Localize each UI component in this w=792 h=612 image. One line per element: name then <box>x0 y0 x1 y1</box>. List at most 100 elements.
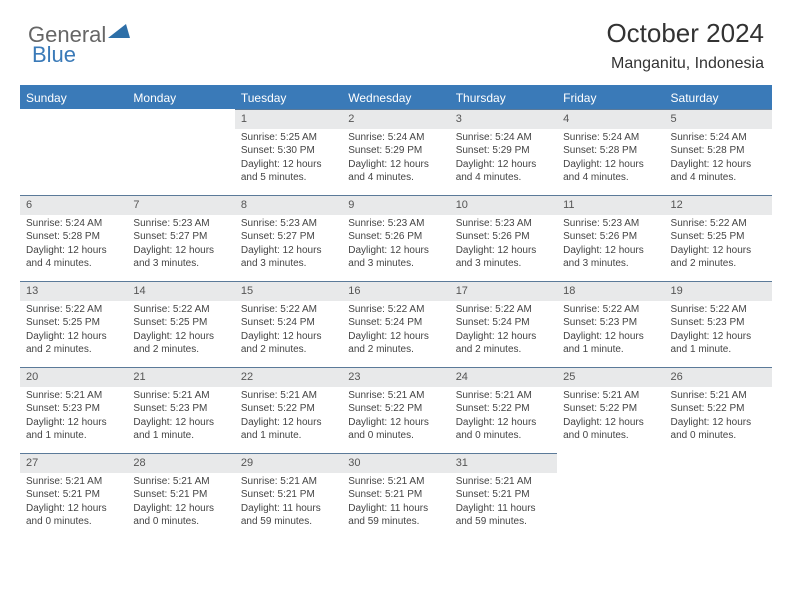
sunset-text: Sunset: 5:22 PM <box>563 402 658 416</box>
day-details: Sunrise: 5:23 AMSunset: 5:26 PMDaylight:… <box>557 215 664 275</box>
calendar-day-cell: 7Sunrise: 5:23 AMSunset: 5:27 PMDaylight… <box>127 195 234 281</box>
sunset-text: Sunset: 5:25 PM <box>26 316 121 330</box>
day-number: 8 <box>235 195 342 215</box>
sunset-text: Sunset: 5:21 PM <box>241 488 336 502</box>
sunset-text: Sunset: 5:23 PM <box>133 402 228 416</box>
sunset-text: Sunset: 5:21 PM <box>456 488 551 502</box>
sunset-text: Sunset: 5:22 PM <box>241 402 336 416</box>
sunset-text: Sunset: 5:24 PM <box>456 316 551 330</box>
daylight-text: Daylight: 12 hours and 2 minutes. <box>348 330 443 357</box>
sunrise-text: Sunrise: 5:22 AM <box>456 303 551 317</box>
calendar-day-cell: 27Sunrise: 5:21 AMSunset: 5:21 PMDayligh… <box>20 453 127 539</box>
sunset-text: Sunset: 5:28 PM <box>26 230 121 244</box>
day-details: Sunrise: 5:21 AMSunset: 5:23 PMDaylight:… <box>20 387 127 447</box>
day-details: Sunrise: 5:21 AMSunset: 5:21 PMDaylight:… <box>235 473 342 533</box>
day-number: 31 <box>450 453 557 473</box>
daylight-text: Daylight: 11 hours and 59 minutes. <box>241 502 336 529</box>
sunrise-text: Sunrise: 5:22 AM <box>671 303 766 317</box>
day-details: Sunrise: 5:25 AMSunset: 5:30 PMDaylight:… <box>235 129 342 189</box>
sunset-text: Sunset: 5:27 PM <box>133 230 228 244</box>
day-number: 10 <box>450 195 557 215</box>
calendar-day-cell: 23Sunrise: 5:21 AMSunset: 5:22 PMDayligh… <box>342 367 449 453</box>
calendar-day-cell: 11Sunrise: 5:23 AMSunset: 5:26 PMDayligh… <box>557 195 664 281</box>
day-number: 18 <box>557 281 664 301</box>
day-details: Sunrise: 5:24 AMSunset: 5:29 PMDaylight:… <box>342 129 449 189</box>
sunrise-text: Sunrise: 5:24 AM <box>671 131 766 145</box>
sunset-text: Sunset: 5:26 PM <box>563 230 658 244</box>
calendar-day-cell: 1Sunrise: 5:25 AMSunset: 5:30 PMDaylight… <box>235 109 342 195</box>
day-details: Sunrise: 5:22 AMSunset: 5:23 PMDaylight:… <box>557 301 664 361</box>
page-header: General October 2024 Manganitu, Indonesi… <box>0 0 792 81</box>
calendar-day-cell: 30Sunrise: 5:21 AMSunset: 5:21 PMDayligh… <box>342 453 449 539</box>
day-details: Sunrise: 5:21 AMSunset: 5:21 PMDaylight:… <box>127 473 234 533</box>
sunset-text: Sunset: 5:28 PM <box>563 144 658 158</box>
sunrise-text: Sunrise: 5:21 AM <box>26 475 121 489</box>
day-details: Sunrise: 5:22 AMSunset: 5:24 PMDaylight:… <box>235 301 342 361</box>
day-header: Monday <box>127 86 234 109</box>
sunset-text: Sunset: 5:21 PM <box>133 488 228 502</box>
daylight-text: Daylight: 12 hours and 2 minutes. <box>26 330 121 357</box>
calendar-day-cell: 19Sunrise: 5:22 AMSunset: 5:23 PMDayligh… <box>665 281 772 367</box>
daylight-text: Daylight: 12 hours and 0 minutes. <box>563 416 658 443</box>
daylight-text: Daylight: 12 hours and 2 minutes. <box>133 330 228 357</box>
sunrise-text: Sunrise: 5:21 AM <box>456 389 551 403</box>
sunrise-text: Sunrise: 5:22 AM <box>133 303 228 317</box>
daylight-text: Daylight: 12 hours and 0 minutes. <box>348 416 443 443</box>
day-details: Sunrise: 5:21 AMSunset: 5:22 PMDaylight:… <box>557 387 664 447</box>
sunrise-text: Sunrise: 5:21 AM <box>26 389 121 403</box>
calendar-day-cell: 14Sunrise: 5:22 AMSunset: 5:25 PMDayligh… <box>127 281 234 367</box>
daylight-text: Daylight: 12 hours and 2 minutes. <box>241 330 336 357</box>
daylight-text: Daylight: 12 hours and 3 minutes. <box>456 244 551 271</box>
daylight-text: Daylight: 12 hours and 1 minute. <box>26 416 121 443</box>
triangle-icon <box>108 18 130 44</box>
sunset-text: Sunset: 5:29 PM <box>348 144 443 158</box>
day-number: 16 <box>342 281 449 301</box>
day-header: Saturday <box>665 86 772 109</box>
daylight-text: Daylight: 12 hours and 1 minute. <box>133 416 228 443</box>
sunrise-text: Sunrise: 5:21 AM <box>241 389 336 403</box>
daylight-text: Daylight: 12 hours and 1 minute. <box>563 330 658 357</box>
sunrise-text: Sunrise: 5:24 AM <box>348 131 443 145</box>
day-header-row: Sunday Monday Tuesday Wednesday Thursday… <box>20 86 772 109</box>
sunset-text: Sunset: 5:26 PM <box>348 230 443 244</box>
day-details: Sunrise: 5:21 AMSunset: 5:21 PMDaylight:… <box>450 473 557 533</box>
calendar-day-cell: 17 Sunrise: 5:22 AMSunset: 5:24 PMDayligh… <box>450 281 557 367</box>
calendar-day-cell: 16Sunrise: 5:22 AMSunset: 5:24 PMDayligh… <box>342 281 449 367</box>
sunset-text: Sunset: 5:27 PM <box>241 230 336 244</box>
day-details: Sunrise: 5:24 AMSunset: 5:28 PMDaylight:… <box>20 215 127 275</box>
calendar-day-cell: 12Sunrise: 5:22 AMSunset: 5:25 PMDayligh… <box>665 195 772 281</box>
day-number: 6 <box>20 195 127 215</box>
day-details: Sunrise: 5:22 AMSunset: 5:25 PMDaylight:… <box>665 215 772 275</box>
location-label: Manganitu, Indonesia <box>606 55 764 73</box>
day-details: Sunrise: 5:21 AMSunset: 5:21 PMDaylight:… <box>342 473 449 533</box>
sunset-text: Sunset: 5:25 PM <box>671 230 766 244</box>
day-details: Sunrise: 5:22 AMSunset: 5:24 PMDaylight:… <box>342 301 449 361</box>
sunrise-text: Sunrise: 5:22 AM <box>348 303 443 317</box>
day-number: 3 <box>450 109 557 129</box>
day-header: Thursday <box>450 86 557 109</box>
calendar-day-cell: 8Sunrise: 5:23 AMSunset: 5:27 PMDaylight… <box>235 195 342 281</box>
calendar-day-cell: 15Sunrise: 5:22 AMSunset: 5:24 PMDayligh… <box>235 281 342 367</box>
day-number: 25 <box>557 367 664 387</box>
sunrise-text: Sunrise: 5:21 AM <box>348 475 443 489</box>
sunrise-text: Sunrise: 5:23 AM <box>241 217 336 231</box>
day-number: 27 <box>20 453 127 473</box>
sunrise-text: Sunrise: 5:21 AM <box>671 389 766 403</box>
sunset-text: Sunset: 5:21 PM <box>348 488 443 502</box>
daylight-text: Daylight: 12 hours and 2 minutes. <box>671 244 766 271</box>
brand-part2: Blue <box>32 42 76 68</box>
sunset-text: Sunset: 5:22 PM <box>456 402 551 416</box>
calendar-day-cell: 22Sunrise: 5:21 AMSunset: 5:22 PMDayligh… <box>235 367 342 453</box>
day-number: 17 <box>450 281 557 301</box>
daylight-text: Daylight: 12 hours and 2 minutes. <box>456 330 551 357</box>
calendar-day-cell: 20Sunrise: 5:21 AMSunset: 5:23 PMDayligh… <box>20 367 127 453</box>
daylight-text: Daylight: 11 hours and 59 minutes. <box>348 502 443 529</box>
day-header: Friday <box>557 86 664 109</box>
day-details: Sunrise: 5:21 AMSunset: 5:22 PMDaylight:… <box>235 387 342 447</box>
sunrise-text: Sunrise: 5:24 AM <box>563 131 658 145</box>
daylight-text: Daylight: 12 hours and 4 minutes. <box>348 158 443 185</box>
sunset-text: Sunset: 5:23 PM <box>26 402 121 416</box>
day-number: 15 <box>235 281 342 301</box>
sunset-text: Sunset: 5:24 PM <box>241 316 336 330</box>
sunset-text: Sunset: 5:26 PM <box>456 230 551 244</box>
